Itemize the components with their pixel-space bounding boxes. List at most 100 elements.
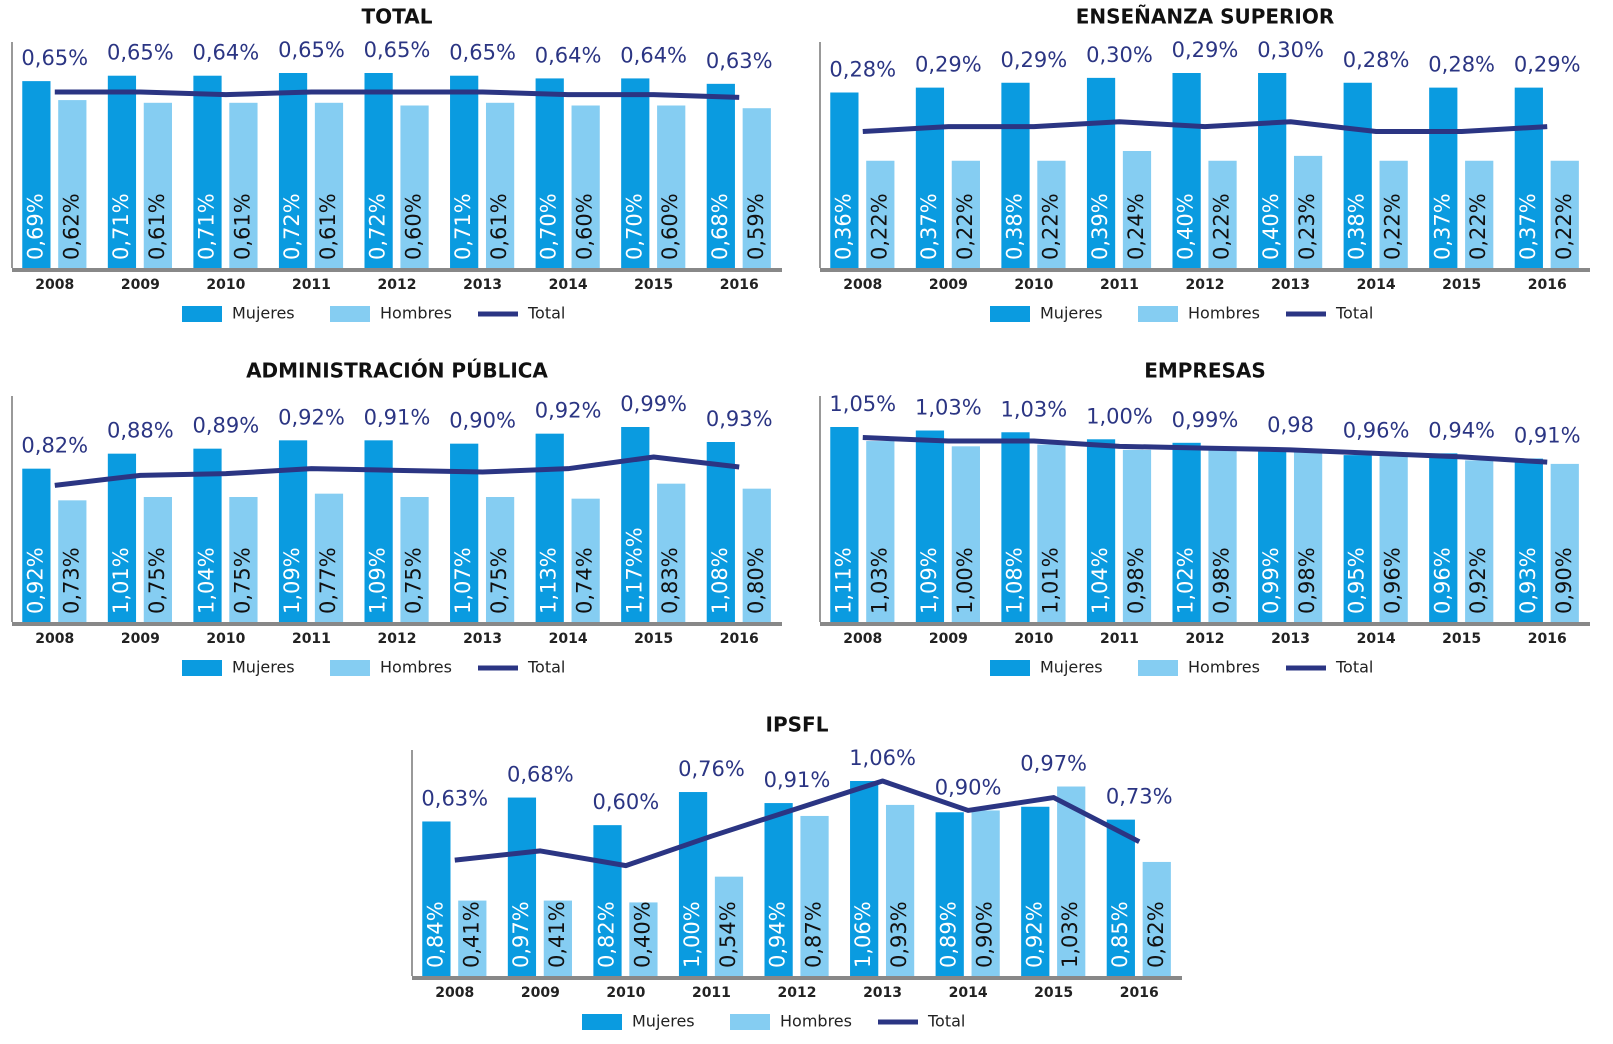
bar [830,92,859,268]
x-tick-label: 2016 [1528,277,1567,293]
bar-label: 1,03% [867,547,891,614]
bar-label: 1,01% [109,547,133,614]
x-tick-label: 2010 [206,277,245,293]
bar [22,468,51,622]
bar-label: 0,40% [630,901,654,968]
legend-swatch [1138,660,1178,676]
bar-label: 0,23% [1295,193,1319,260]
bar-label: 0,84% [423,901,447,968]
x-tick-label: 2014 [1357,631,1396,647]
bar-label: 0,82% [594,901,618,968]
bar-label: 0,71% [109,193,133,260]
x-tick-label: 2015 [1034,985,1073,1001]
x-tick-label: 2011 [292,631,331,647]
bar-label: 0,38% [1345,193,1369,260]
legend-label: Hombres [380,304,452,323]
bar-label: 0,37% [1430,193,1454,260]
bar [1514,458,1543,622]
total-label: 0,82% [21,434,88,458]
bar-label: 0,41% [545,901,569,968]
total-label: 1,00% [1086,404,1153,428]
bar-label: 0,37% [1516,193,1540,260]
x-tick-label: 2010 [1014,277,1053,293]
bar [1086,77,1116,268]
bar-label: 0,41% [459,901,483,968]
total-line [862,435,1548,465]
bar [543,900,572,976]
bar-label: 1,13% [537,547,561,614]
bar-label: 0,40% [1174,193,1198,260]
total-label: 0,96% [1343,418,1410,442]
x-tick-label: 2011 [1100,277,1139,293]
legend-label: Mujeres [232,658,295,677]
x-tick-label: 2013 [1271,277,1310,293]
bar-label: 0,75% [487,547,511,614]
legend-swatch [730,1014,770,1030]
bar-label: 0,22% [1038,193,1062,260]
bar [742,108,771,268]
x-tick-label: 2016 [720,631,759,647]
x-tick-label: 2010 [206,631,245,647]
bar-label: 1,09% [366,547,390,614]
bar-label: 0,61% [316,193,340,260]
bar-label: 0,70% [537,193,561,260]
legend-swatch [330,306,370,322]
total-label: 0,29% [1001,48,1068,72]
bar [951,446,980,622]
total-label: 0,65% [278,38,345,62]
bar [1037,160,1066,268]
bar-label: 0,68% [708,193,732,260]
bar [657,483,686,622]
bar [850,781,879,976]
x-tick-label: 2012 [1186,631,1225,647]
x-tick-label: 2011 [692,985,731,1001]
total-line [54,89,740,100]
bar-label: 0,61% [145,193,169,260]
bar-label: 1,06% [851,901,875,968]
total-label: 0,63% [421,786,488,810]
bar [1001,432,1030,622]
bar-label: 0,93% [1516,547,1540,614]
x-tick-label: 2015 [1442,277,1481,293]
legend-label: Total [527,304,565,323]
bar-label: 0,22% [1552,193,1576,260]
bar [1021,806,1050,976]
bar [229,497,258,622]
legend-label: Total [1335,658,1373,677]
x-tick-label: 2012 [378,277,417,293]
x-tick-label: 2015 [634,631,673,647]
total-label: 0,64% [535,43,602,67]
bar-label: 0,95% [1345,547,1369,614]
bar [866,160,895,268]
bar-label: 0,77% [316,547,340,614]
legend-swatch [182,660,222,676]
bar [764,803,793,976]
bar [971,810,1000,976]
total-label: 0,65% [21,46,88,70]
bar [571,105,600,268]
bar [1106,819,1135,976]
total-label: 0,91% [764,768,831,792]
bar [742,488,771,622]
bar-label: 0,96% [1430,547,1454,614]
legend-swatch [182,306,222,322]
bar [866,441,895,622]
bar [1122,151,1152,268]
bar [1122,449,1152,622]
total-label: 0,92% [278,405,345,429]
chart-title: IPSFL [766,713,829,737]
bar [1550,160,1579,268]
bar-label: 1,09% [917,547,941,614]
bar-label: 0,24% [1124,193,1148,260]
bar [193,448,222,622]
bar-label: 0,98% [1124,547,1148,614]
bar [1343,455,1372,622]
total-label: 0,76% [678,757,745,781]
bar [364,73,393,268]
x-tick-label: 2011 [1100,631,1139,647]
total-label: 0,64% [193,41,260,65]
bar [143,497,172,622]
bar [314,493,344,622]
bar-label: 1,02% [1174,547,1198,614]
legend-label: Hombres [1188,658,1260,677]
